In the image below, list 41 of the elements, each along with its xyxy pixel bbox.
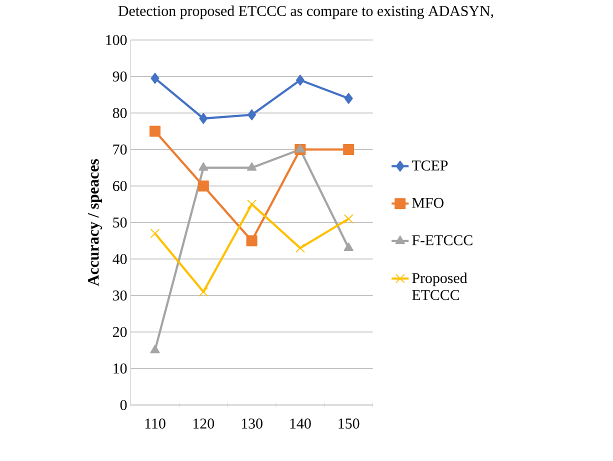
y-tick-label: 30	[113, 290, 127, 301]
y-tick-label: 20	[112, 326, 127, 338]
x-tick-label: 120	[194, 418, 214, 429]
point	[296, 74, 304, 86]
y-tick-label: 50	[113, 217, 127, 228]
point	[150, 72, 160, 84]
legend-label: F-ETCCC	[412, 235, 472, 246]
y-tick-label: 10	[114, 363, 127, 374]
point	[150, 228, 160, 238]
y-tick-label: 70	[113, 144, 127, 155]
point	[344, 92, 353, 104]
legend-label: TCEP	[412, 160, 448, 171]
legend-label: Proposed ETCCC	[412, 272, 468, 300]
y-tick-label: 40	[112, 254, 127, 264]
point	[198, 162, 208, 171]
point	[246, 162, 257, 171]
y-tick-label: 80	[112, 108, 127, 118]
x-tick-label: 150	[338, 418, 360, 429]
y-tick-label: 0	[120, 400, 127, 410]
x-tick-label: 130	[242, 418, 262, 429]
point	[198, 180, 209, 192]
x-tick-label: 140	[290, 418, 311, 429]
point	[343, 144, 354, 155]
point	[295, 243, 305, 253]
point	[295, 144, 306, 152]
x-tick-label: 110	[145, 418, 166, 429]
y-axis-title: Accuracy / speaces	[88, 159, 102, 286]
y-tick-label: 90	[112, 71, 127, 82]
point	[199, 112, 208, 124]
legend-label: MFO	[412, 198, 444, 208]
y-tick-label: 60	[112, 180, 127, 192]
point	[150, 126, 161, 137]
point	[248, 109, 256, 120]
y-tick-label: 100	[106, 34, 127, 46]
point	[247, 200, 257, 209]
point	[150, 344, 160, 354]
point	[198, 287, 208, 297]
chart-title: Detection proposed ETCCC as compare to existing ADASYN,	[118, 6, 494, 20]
point	[344, 214, 354, 224]
point	[246, 235, 258, 246]
point	[344, 242, 354, 252]
